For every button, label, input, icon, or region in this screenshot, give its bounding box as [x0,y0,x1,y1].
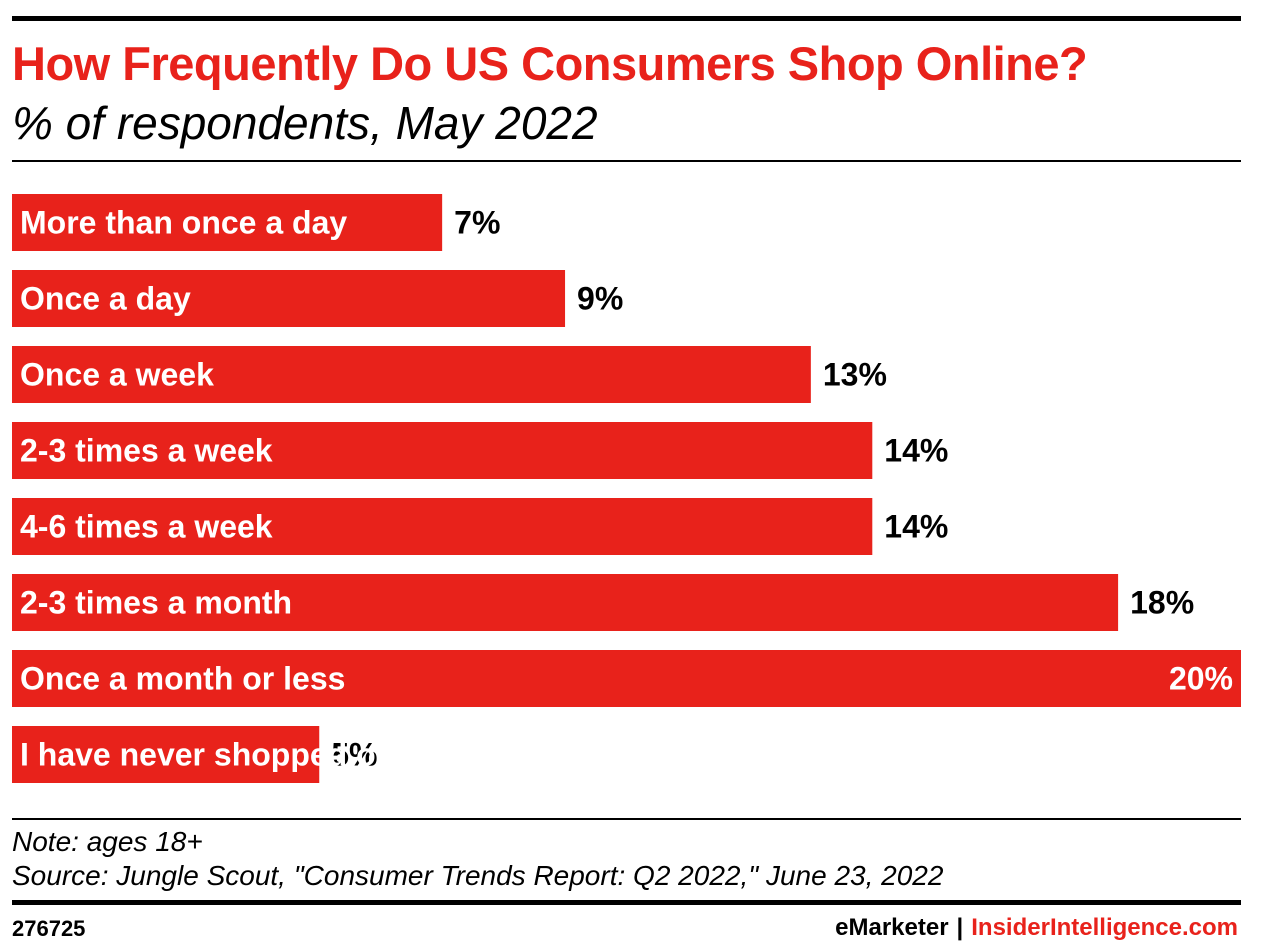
brand-credit: eMarketer | InsiderIntelligence.com [835,914,1238,942]
bar-category-label: Once a month or less [20,661,345,697]
bar [12,346,811,403]
bar-chart: 7% More than once a day 9% Once a day 13% Onc… [12,194,1241,783]
bar [12,498,873,555]
bar [12,422,873,479]
bar-value-label: 14% [884,509,948,545]
brand-separator: | [956,914,964,941]
chart-subtitle: % of respondents, May 2022 [12,97,598,149]
brand-insider-link[interactable]: InsiderIntelligence.com [971,914,1238,941]
footer-rule [12,818,1241,820]
chart-source: Source: Jungle Scout, "Consumer Trends R… [12,860,944,891]
bar-value-label: 14% [884,433,948,469]
bar-category-label: I have never shopped online [20,737,450,773]
chart-title: How Frequently Do US Consumers Shop Onli… [12,37,1088,90]
bar-value-label: 9% [577,281,623,317]
bar [12,650,1241,707]
bar-value-label: 20% [1169,661,1233,697]
bar-category-label: More than once a day [20,205,347,241]
bar-value-label: 5% [331,737,377,773]
bar [12,270,566,327]
chart-note: Note: ages 18+ [12,826,203,857]
bar [12,574,1119,631]
chart-id: 276725 [12,916,86,941]
bar-value-label: 18% [1130,585,1194,621]
header-rule [12,160,1241,162]
bottom-rule [12,900,1241,905]
bar-value-label: 7% [454,205,500,241]
bar-value-label: 13% [823,357,887,393]
brand-emarketer: eMarketer [835,914,949,941]
bar-category-label: Once a day [20,281,191,317]
bar-category-label: 2-3 times a week [20,433,273,469]
bar-category-label: 4-6 times a week [20,509,273,545]
bar [12,726,320,783]
bar-category-label: Once a week [20,357,214,393]
bar-category-label: 2-3 times a month [20,585,292,621]
bar [12,194,443,251]
top-rule [12,16,1241,21]
